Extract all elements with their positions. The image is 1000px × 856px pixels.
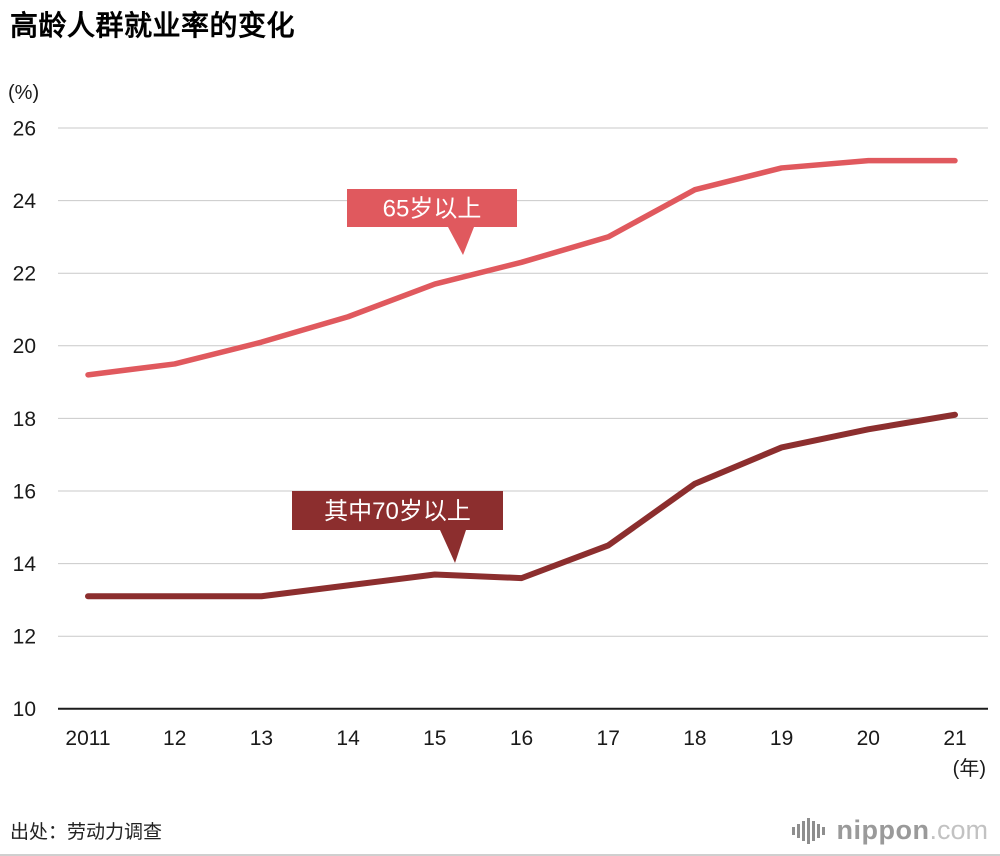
callout-tail	[448, 227, 474, 255]
callout-tail	[440, 530, 466, 563]
logo-tld-text: .com	[929, 815, 988, 845]
x-tick-label: 17	[597, 727, 620, 750]
x-tick-label: 15	[423, 727, 446, 750]
x-tick-label: 16	[510, 727, 533, 750]
line-chart: 10 12 14 16 18 20 22 24 26 2011 12 13 14 15 16 17 18 19 20…	[0, 100, 1000, 800]
series-label-callout: 其中70岁以上	[292, 491, 503, 563]
x-axis-unit-label: (年)	[952, 758, 986, 780]
x-tick-label: 19	[770, 727, 793, 750]
y-tick-label: 24	[13, 190, 37, 213]
series-line-1	[85, 411, 958, 600]
y-tick-label: 10	[13, 698, 36, 721]
series-label: 其中70岁以上	[324, 498, 471, 525]
x-tick-label: 21	[943, 727, 966, 750]
x-tick-label: 20	[857, 727, 880, 750]
logo-text: nippon	[836, 815, 930, 845]
x-tick-label: 2011	[65, 727, 110, 750]
y-tick-label: 18	[13, 408, 36, 431]
footer: 出处：劳动力调查 nippon.com	[0, 815, 1000, 846]
x-tick-label: 14	[336, 727, 360, 750]
y-tick-label: 12	[13, 626, 36, 649]
y-tick-label: 22	[13, 263, 36, 286]
y-tick-label: 14	[13, 553, 37, 576]
series-label-callout: 65岁以上	[347, 189, 517, 255]
nippon-logo: nippon.com	[791, 815, 988, 846]
y-tick-label: 26	[13, 117, 36, 140]
source-note: 出处：劳动力调查	[10, 822, 163, 843]
x-tick-label: 13	[250, 727, 273, 750]
callout-box	[292, 491, 503, 530]
soundwave-bars-icon	[791, 817, 825, 844]
x-tick-label: 12	[163, 727, 186, 750]
callout-box	[347, 189, 517, 227]
chart-title: 高龄人群就业率的变化	[10, 10, 296, 41]
x-tick-label: 18	[683, 727, 706, 750]
y-tick-label: 20	[13, 335, 36, 358]
series-label: 65岁以上	[383, 195, 482, 222]
chart-canvas: 10 12 14 16 18 20 22 24 26 2011 12 13 14 15 16 17 18 19 20…	[13, 117, 988, 750]
series-line-0	[85, 157, 958, 378]
y-tick-label: 16	[13, 480, 36, 503]
y-axis-unit-label: (%)	[8, 82, 40, 104]
